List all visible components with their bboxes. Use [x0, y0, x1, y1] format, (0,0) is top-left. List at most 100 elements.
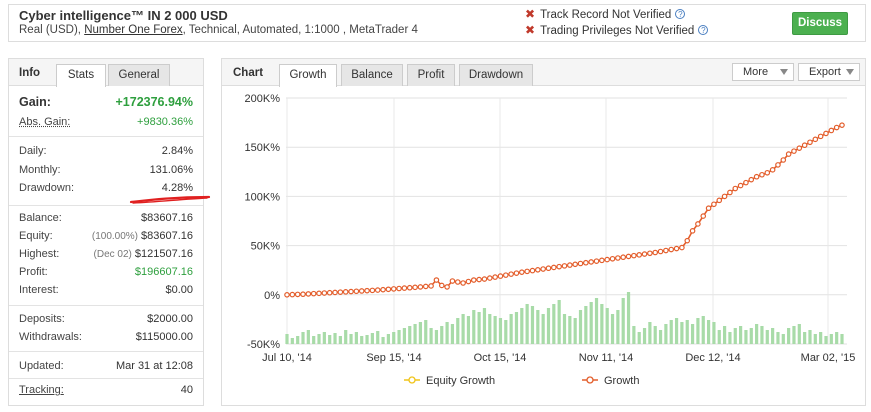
volume-bar: [354, 332, 358, 344]
volume-bar: [429, 328, 433, 344]
updated-value: Mar 31 at 12:08: [115, 360, 193, 372]
volume-bar: [530, 306, 535, 344]
growth-point: [540, 266, 546, 272]
drawdown-value: 4.28%: [161, 182, 193, 194]
highest-value: $121507.16: [134, 248, 193, 260]
volume-bar: [440, 326, 444, 344]
tab-growth[interactable]: Growth: [279, 64, 337, 87]
volume-bar: [605, 308, 609, 344]
tab-balance[interactable]: Balance: [341, 64, 403, 86]
volume-bar: [573, 318, 577, 344]
tab-stats[interactable]: Stats: [56, 64, 106, 87]
more-dropdown[interactable]: More: [732, 63, 794, 81]
growth-point: [801, 142, 808, 149]
growth-point: [695, 221, 701, 227]
discuss-button[interactable]: Discuss: [792, 12, 848, 35]
growth-point: [807, 139, 813, 146]
volume-bar: [717, 330, 721, 344]
volume-bar: [701, 316, 705, 344]
abs-gain-value: +9830.36%: [137, 116, 193, 128]
chevron-down-icon: [780, 69, 788, 75]
growth-point: [422, 283, 429, 290]
growth-point: [417, 284, 424, 290]
volume-bar: [722, 326, 727, 344]
volume-bar: [776, 332, 780, 344]
growth-point: [380, 286, 386, 293]
growth-point: [300, 291, 306, 298]
track-record-status: ✖ Track Record Not Verified?: [525, 7, 686, 21]
tab-profit[interactable]: Profit: [407, 64, 455, 86]
volume-bar: [706, 320, 711, 344]
growth-chart: 200K% 150K% 100K% 50K% 0% -50K%Jul 10, '14 Sep…: [245, 93, 856, 387]
highest-date: (Dec 02): [93, 249, 132, 260]
volume-bar: [514, 312, 519, 344]
volume-bar: [365, 335, 369, 344]
volume-bar: [477, 312, 481, 344]
volume-bar: [696, 318, 700, 344]
volume-bar: [525, 304, 529, 344]
volume-bar: [461, 314, 465, 344]
growth-point: [636, 252, 643, 258]
growth-point: [316, 290, 322, 297]
volume-bar: [328, 335, 332, 344]
growth-point: [305, 291, 312, 297]
volume-bar: [648, 322, 652, 344]
withdrawals-label: Withdrawals:: [19, 331, 82, 343]
growth-point: [780, 157, 787, 163]
volume-bar: [290, 338, 294, 344]
growth-point: [337, 289, 344, 295]
growth-point: [705, 205, 712, 212]
info-panel: Info Stats General Gain: +172376.94% Abs…: [8, 58, 211, 406]
volume-bar: [456, 318, 460, 344]
updated-row: Updated: Mar 31 at 12:08: [19, 360, 193, 376]
growth-point: [732, 185, 739, 192]
x-tick-label: Sep 15, '14: [366, 352, 421, 364]
volume-bar: [642, 328, 647, 344]
tracking-link[interactable]: Tracking:: [19, 384, 64, 396]
growth-point: [743, 179, 749, 186]
account-details: , Technical, Automated, 1:1000 , MetaTra…: [182, 24, 418, 36]
volume-bar: [594, 298, 599, 344]
legend-marker: [408, 376, 416, 384]
daily-label: Daily:: [19, 145, 47, 157]
growth-point: [615, 255, 621, 261]
volume-bar: [386, 334, 390, 344]
gain-label: Gain:: [19, 95, 51, 109]
y-tick-label: 100K%: [245, 191, 281, 203]
growth-point: [721, 193, 728, 200]
legend-label: Growth: [604, 375, 639, 387]
growth-point: [727, 189, 733, 196]
volume-bar: [744, 330, 748, 344]
legend-label: Equity Growth: [426, 375, 495, 387]
help-icon[interactable]: ?: [675, 9, 686, 19]
growth-point: [438, 282, 445, 289]
broker-link[interactable]: Number One Forex: [84, 24, 183, 36]
abs-gain-row: Abs. Gain: +9830.36%: [19, 116, 193, 132]
growth-point: [545, 265, 552, 272]
growth-point: [753, 173, 760, 180]
growth-point: [412, 284, 418, 291]
volume-bar: [360, 336, 364, 344]
volume-bar: [546, 308, 551, 344]
volume-bar: [616, 310, 620, 344]
growth-point: [374, 287, 381, 293]
more-label: More: [743, 66, 769, 78]
growth-point: [785, 151, 792, 157]
export-dropdown[interactable]: Export: [798, 63, 860, 81]
equity-value-group: (100.00%) $83607.16: [92, 230, 193, 242]
volume-bar: [771, 328, 775, 344]
volume-bar: [498, 318, 503, 344]
growth-point: [577, 260, 584, 267]
volume-bar: [312, 336, 316, 344]
profit-row: Profit: $196607.16: [19, 266, 193, 282]
growth-point: [716, 197, 723, 204]
volume-bar: [536, 310, 540, 344]
volume-bar: [749, 328, 753, 344]
volume-bar: [664, 324, 668, 344]
growth-line: [286, 124, 843, 296]
help-icon[interactable]: ?: [698, 25, 709, 35]
tab-general[interactable]: General: [108, 64, 170, 86]
volume-bar: [408, 326, 412, 344]
tab-drawdown[interactable]: Drawdown: [459, 64, 533, 86]
equity-row: Equity: (100.00%) $83607.16: [19, 230, 193, 246]
